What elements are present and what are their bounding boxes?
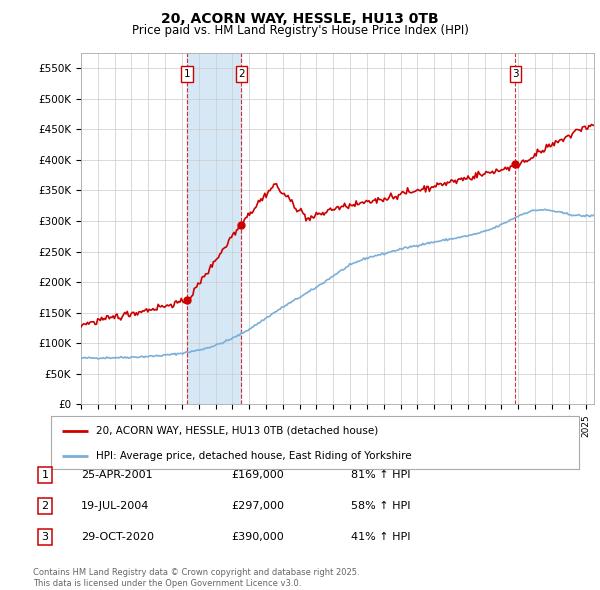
Text: 1: 1	[184, 69, 190, 79]
Text: £390,000: £390,000	[231, 532, 284, 542]
Text: 81% ↑ HPI: 81% ↑ HPI	[351, 470, 410, 480]
Text: Price paid vs. HM Land Registry's House Price Index (HPI): Price paid vs. HM Land Registry's House …	[131, 24, 469, 37]
Text: 41% ↑ HPI: 41% ↑ HPI	[351, 532, 410, 542]
Text: 19-JUL-2004: 19-JUL-2004	[81, 501, 149, 510]
Text: Contains HM Land Registry data © Crown copyright and database right 2025.
This d: Contains HM Land Registry data © Crown c…	[33, 568, 359, 588]
Text: 3: 3	[41, 532, 49, 542]
Text: 20, ACORN WAY, HESSLE, HU13 0TB (detached house): 20, ACORN WAY, HESSLE, HU13 0TB (detache…	[96, 426, 378, 436]
Text: £169,000: £169,000	[231, 470, 284, 480]
Text: 3: 3	[512, 69, 519, 79]
Text: 2: 2	[238, 69, 245, 79]
Text: 2: 2	[41, 501, 49, 510]
Text: 58% ↑ HPI: 58% ↑ HPI	[351, 501, 410, 510]
Text: 29-OCT-2020: 29-OCT-2020	[81, 532, 154, 542]
Text: 1: 1	[41, 470, 49, 480]
Text: 20, ACORN WAY, HESSLE, HU13 0TB: 20, ACORN WAY, HESSLE, HU13 0TB	[161, 12, 439, 26]
Text: 25-APR-2001: 25-APR-2001	[81, 470, 152, 480]
Text: HPI: Average price, detached house, East Riding of Yorkshire: HPI: Average price, detached house, East…	[96, 451, 412, 461]
Text: £297,000: £297,000	[231, 501, 284, 510]
Bar	[187, 53, 241, 404]
